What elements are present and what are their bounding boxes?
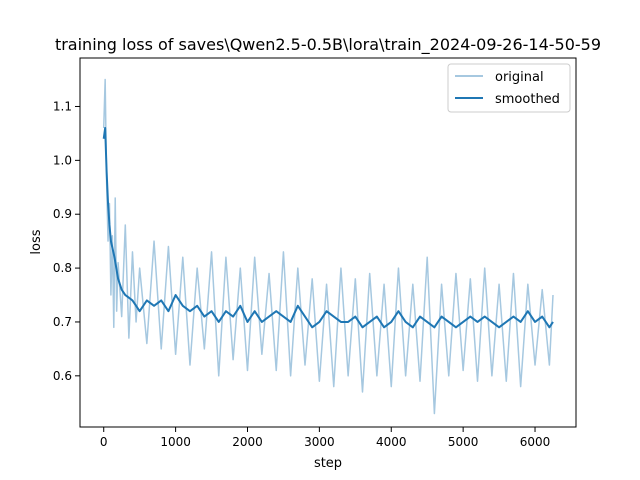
y-tick-label: 0.6 xyxy=(53,369,72,383)
axes-frame xyxy=(79,57,577,428)
series-line-original xyxy=(102,78,554,415)
y-tick-label: 0.9 xyxy=(53,207,72,221)
x-tick-label: 4000 xyxy=(376,435,407,449)
legend: original smoothed xyxy=(447,63,571,113)
y-axis-ticks: 0.6 0.7 0.8 0.9 1.0 1.1 xyxy=(53,99,80,383)
x-tick-label: 6000 xyxy=(520,435,551,449)
x-tick-label: 5000 xyxy=(448,435,479,449)
legend-label-smoothed: smoothed xyxy=(495,92,560,107)
x-tick-label: 1000 xyxy=(160,435,191,449)
y-tick-label: 0.8 xyxy=(53,261,72,275)
x-tick-label: 3000 xyxy=(304,435,335,449)
legend-label-original: original xyxy=(495,70,544,85)
y-tick-label: 0.7 xyxy=(53,315,72,329)
y-axis-label: loss xyxy=(29,229,44,254)
x-tick-label: 2000 xyxy=(232,435,263,449)
chart-title: training loss of saves\Qwen2.5-0.5B\lora… xyxy=(55,35,601,55)
series-line-smoothed xyxy=(102,127,554,329)
x-axis-label: step xyxy=(314,456,342,471)
series-layer xyxy=(102,78,554,415)
y-tick-label: 1.0 xyxy=(53,153,72,167)
x-axis-ticks: 0 1000 2000 3000 4000 5000 6000 xyxy=(100,427,550,449)
y-tick-label: 1.1 xyxy=(53,99,72,113)
x-tick-label: 0 xyxy=(100,435,108,449)
plot-area xyxy=(102,78,554,415)
